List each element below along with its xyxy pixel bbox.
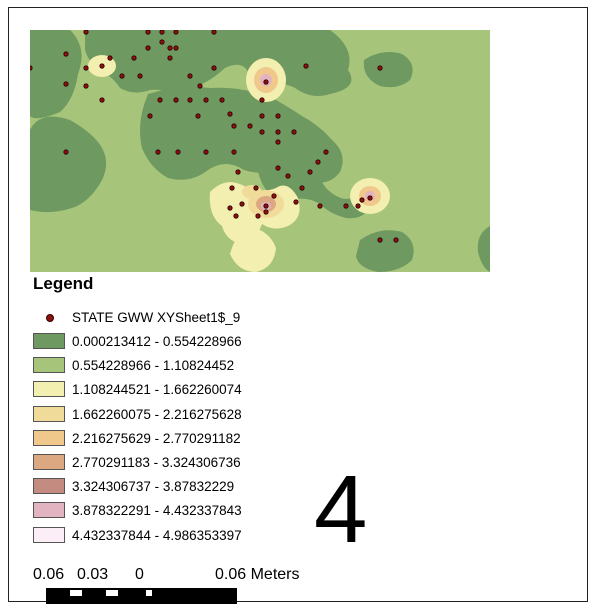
legend-swatch: [33, 405, 65, 422]
scale-label: 0.03: [77, 566, 109, 583]
legend-label: STATE GWW XYSheet1$_9: [72, 310, 241, 325]
map-view: [30, 30, 490, 272]
legend-item-class: 0.554228966 - 1.10824452: [33, 357, 333, 375]
legend-item-class: 3.878322291 - 4.432337843: [33, 502, 333, 520]
legend-item-class: 3.324306737 - 3.87832229: [33, 478, 333, 496]
legend-item-class: 1.108244521 - 1.662260074: [33, 381, 333, 399]
legend-swatch: [33, 478, 65, 495]
legend-label: 4.432337844 - 4.986353397: [72, 527, 242, 543]
scale-bar: [46, 588, 237, 604]
legend-swatch: [33, 357, 65, 374]
legend-swatch: [33, 526, 65, 543]
scale-label: 0.06 Meters: [215, 566, 300, 583]
legend-swatch: [33, 454, 65, 470]
legend-label: 0.000213412 - 0.554228966: [72, 334, 242, 349]
legend-title: Legend: [33, 274, 94, 293]
scale-label: 0: [135, 566, 144, 583]
legend-swatch: [33, 502, 65, 519]
legend-label: 2.770291183 - 3.324306736: [72, 455, 241, 470]
legend-item-class: 2.770291183 - 3.324306736: [33, 454, 333, 472]
legend-item-class: 0.000213412 - 0.554228966: [33, 333, 333, 351]
legend-label: 2.216275629 - 2.770291182: [72, 430, 241, 446]
legend-label: 1.108244521 - 1.662260074: [72, 382, 242, 398]
legend-label: 0.554228966 - 1.10824452: [72, 358, 235, 374]
scale-label: 0.06: [33, 566, 65, 583]
legend-swatch: [33, 429, 65, 446]
legend-swatch: [33, 381, 65, 398]
legend-label: 1.662260075 - 2.216275628: [72, 406, 242, 422]
legend-item-class: 2.216275629 - 2.770291182: [33, 429, 333, 448]
low-value-zones: [30, 30, 490, 272]
legend-item-class: 1.662260075 - 2.216275628: [33, 405, 333, 424]
legend-label: 3.878322291 - 4.432337843: [72, 503, 242, 519]
legend-label: 3.324306737 - 3.87832229: [72, 479, 235, 495]
point-symbol-icon: [46, 314, 54, 322]
page-number: 4: [314, 456, 368, 563]
legend-swatch: [33, 333, 65, 349]
sample-points: [30, 30, 399, 243]
legend-item-class: 4.432337844 - 4.986353397: [33, 526, 333, 545]
legend-item-points: STATE GWW XYSheet1$_9: [33, 309, 333, 327]
